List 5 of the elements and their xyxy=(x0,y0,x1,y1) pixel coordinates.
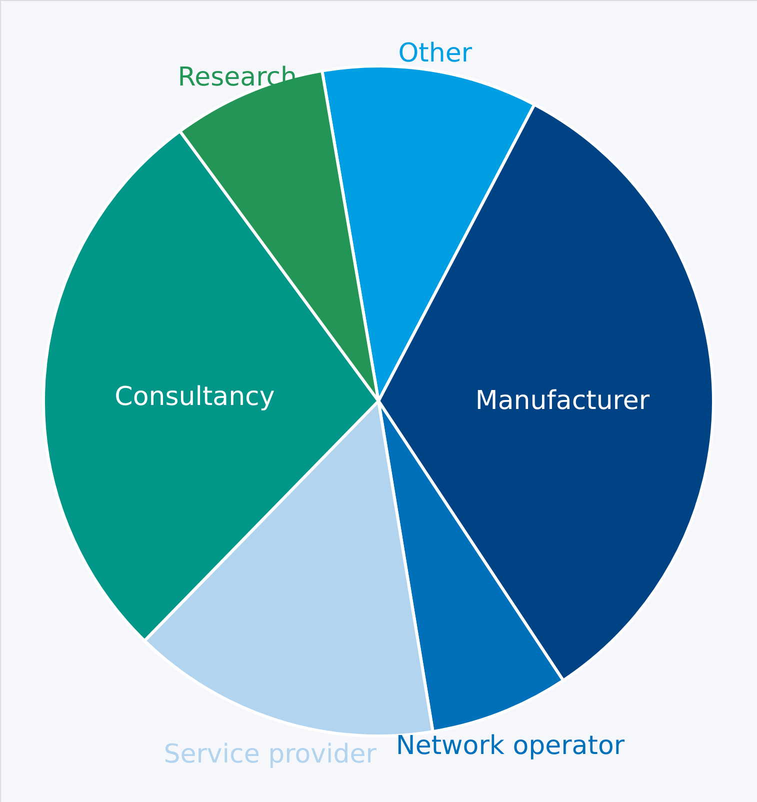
slice-label: Consultancy xyxy=(114,382,275,412)
slice-label: Manufacturer xyxy=(475,386,650,416)
slice-label: Network operator xyxy=(396,731,625,762)
slice-label: Other xyxy=(398,38,472,68)
slice-label: Service provider xyxy=(164,739,377,770)
